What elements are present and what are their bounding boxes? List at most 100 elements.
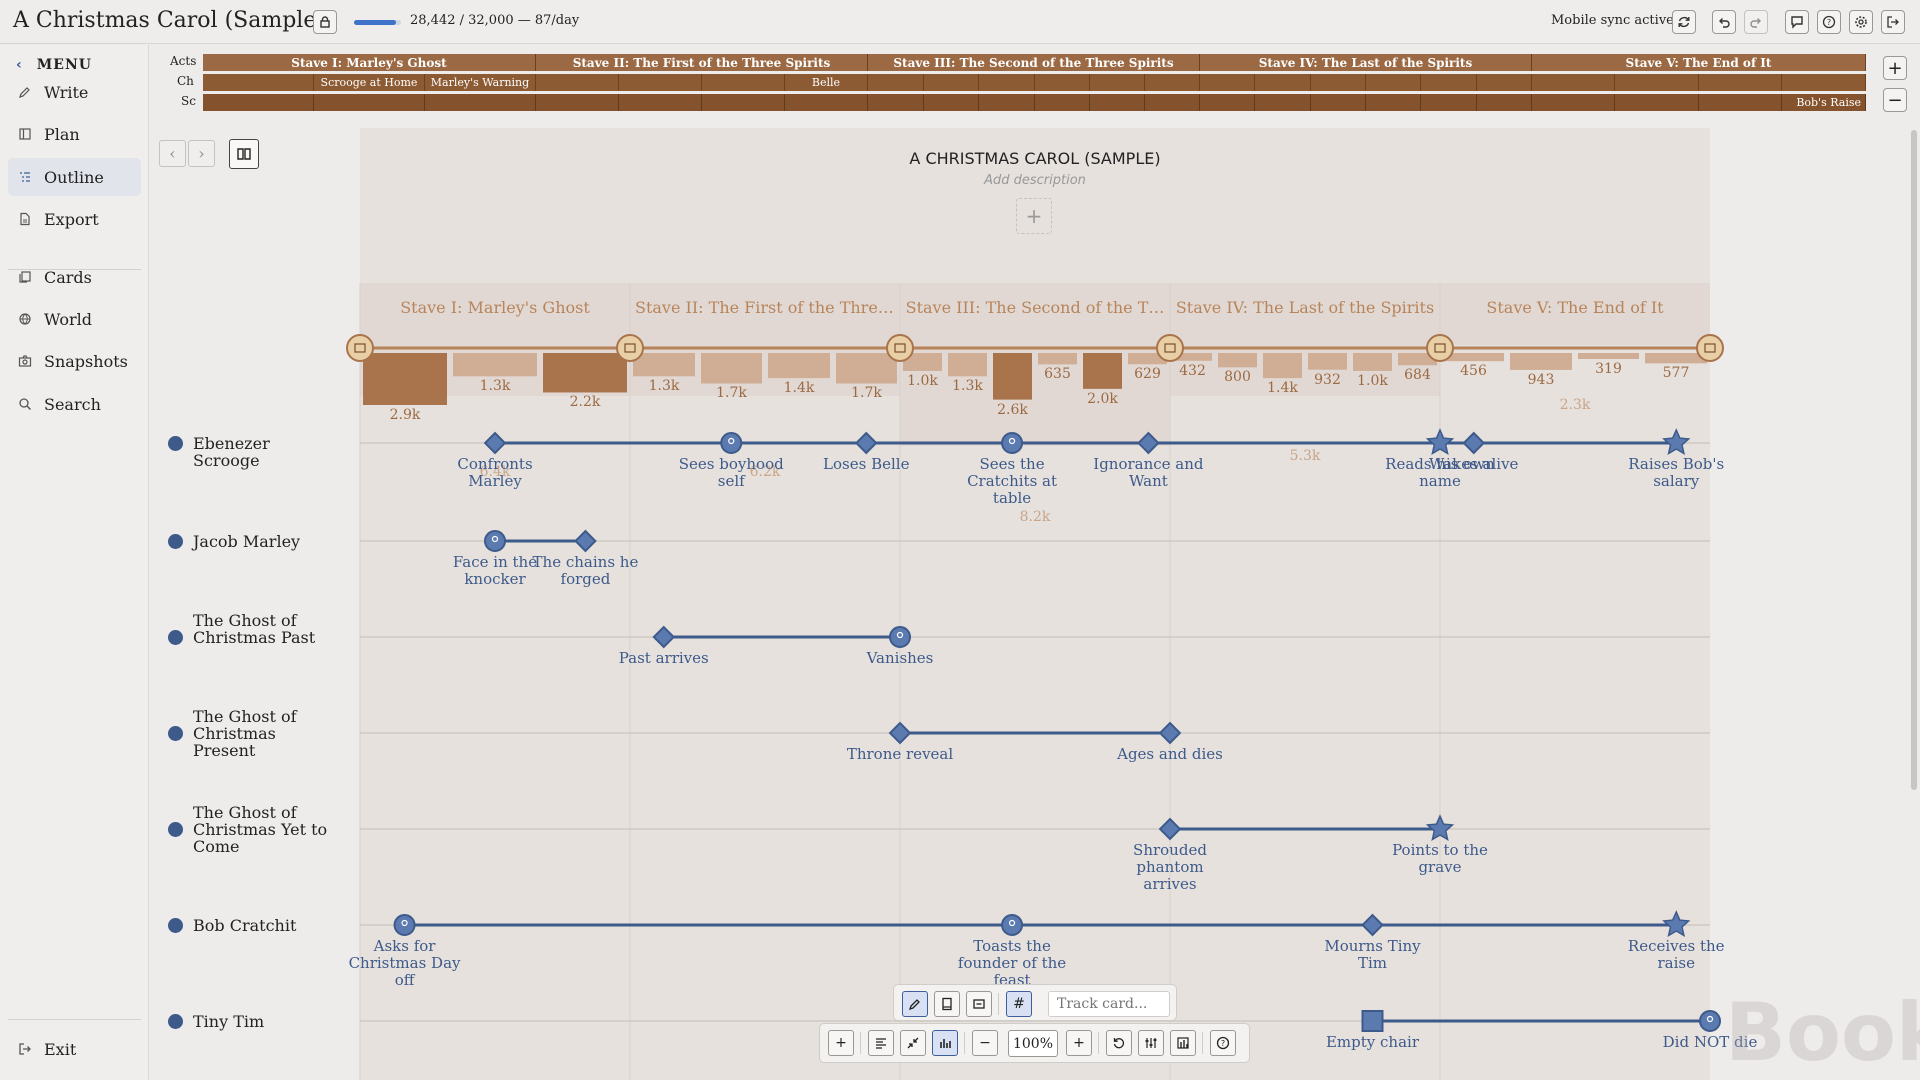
sidebar-item-export[interactable]: Export <box>8 200 141 238</box>
strip-chapter[interactable] <box>1699 74 1782 91</box>
strip-scene[interactable] <box>619 94 702 111</box>
character-name[interactable]: The Ghost of Christmas Present <box>193 706 297 760</box>
strip-scene[interactable] <box>1255 94 1311 111</box>
strip-chapter[interactable] <box>1145 74 1200 91</box>
strip-scene[interactable] <box>425 94 536 111</box>
strip-chapter[interactable] <box>1421 74 1477 91</box>
add-button[interactable]: + <box>828 1030 854 1056</box>
sidebar-item-snapshots[interactable]: Snapshots <box>8 342 141 380</box>
strip-scene[interactable] <box>979 94 1035 111</box>
event-label[interactable]: Points to the grave <box>1392 841 1488 876</box>
edit-track-button[interactable] <box>902 991 928 1017</box>
strip-chapter[interactable] <box>1366 74 1421 91</box>
event-label[interactable]: Mourns Tiny Tim <box>1324 937 1421 972</box>
character-name[interactable]: Bob Cratchit <box>193 915 297 935</box>
event-label[interactable]: Reads his own name <box>1385 455 1495 490</box>
strip-chapter[interactable] <box>1782 74 1866 91</box>
event-label[interactable]: Sees the Cratchits at table <box>967 455 1058 507</box>
strip-chapter[interactable]: Scrooge at Home <box>314 74 425 91</box>
event-label[interactable]: Empty chair <box>1325 1033 1420 1051</box>
sidebar-item-world[interactable]: World <box>8 300 141 338</box>
strip-scene[interactable] <box>868 94 924 111</box>
strip-scene[interactable] <box>1615 94 1699 111</box>
strip-chapter[interactable] <box>979 74 1035 91</box>
sidebar-item-search[interactable]: Search <box>8 385 141 423</box>
event-label[interactable]: The chains he forged <box>532 553 639 588</box>
strip-chapter[interactable] <box>203 74 314 91</box>
act-title[interactable]: Stave I: Marley's Ghost <box>400 298 590 317</box>
character-name[interactable]: The Ghost of Christmas Yet to Come <box>193 802 328 856</box>
layout-button[interactable] <box>1170 1030 1196 1056</box>
help-button[interactable]: ? <box>1817 10 1841 34</box>
sync-button[interactable] <box>1672 10 1696 34</box>
strip-scene[interactable] <box>1421 94 1477 111</box>
event-label[interactable]: Asks for Christmas Day off <box>348 937 461 989</box>
book-view-button[interactable] <box>229 139 259 169</box>
act-title[interactable]: Stave II: The First of the Three… <box>635 298 895 317</box>
strip-zoom-out-button[interactable]: − <box>1883 88 1907 112</box>
sidebar-item-plan[interactable]: Plan <box>8 115 141 153</box>
event-label[interactable]: Ages and dies <box>1117 745 1223 763</box>
act-title[interactable]: Stave III: The Second of the T… <box>905 298 1165 317</box>
event-label[interactable]: Face in the knocker <box>452 553 538 588</box>
strip-chapter[interactable] <box>1200 74 1255 91</box>
strip-act-1[interactable]: Stave I: Marley's Ghost <box>203 54 536 71</box>
tablet-view-button[interactable] <box>934 991 960 1017</box>
word-count-chart-button[interactable] <box>932 1030 958 1056</box>
sidebar-item-cards[interactable]: Cards <box>8 258 141 296</box>
strip-scene[interactable] <box>1145 94 1200 111</box>
strip-chapter[interactable]: Belle <box>785 74 868 91</box>
strip-act-3[interactable]: Stave III: The Second of the Three Spiri… <box>868 54 1200 71</box>
add-section-button[interactable]: + <box>1016 198 1052 234</box>
strip-act-2[interactable]: Stave II: The First of the Three Spirits <box>536 54 868 71</box>
event-label[interactable]: Did NOT die <box>1662 1033 1758 1051</box>
strip-scene[interactable] <box>314 94 425 111</box>
collapse-button[interactable] <box>900 1030 926 1056</box>
redo-button[interactable] <box>1744 10 1768 34</box>
strip-scene[interactable] <box>1477 94 1532 111</box>
strip-chapter[interactable] <box>1090 74 1145 91</box>
event-label[interactable]: Past arrives <box>618 649 709 667</box>
strip-act-5[interactable]: Stave V: The End of It <box>1532 54 1866 71</box>
event-label[interactable]: Loses Belle <box>823 455 910 473</box>
strip-scene[interactable] <box>203 94 314 111</box>
character-name[interactable]: Jacob Marley <box>193 531 301 551</box>
event-label[interactable]: Ignorance and Want <box>1093 455 1204 490</box>
logout-button[interactable] <box>1881 10 1905 34</box>
zoom-level[interactable]: 100% <box>1008 1030 1058 1057</box>
strip-chapter[interactable] <box>1477 74 1532 91</box>
filters-button[interactable] <box>1138 1030 1164 1056</box>
strip-scene[interactable] <box>1090 94 1145 111</box>
event-label[interactable]: Wakes alive <box>1429 455 1519 473</box>
zoom-in-button[interactable]: + <box>1066 1030 1092 1056</box>
strip-chapter[interactable] <box>924 74 979 91</box>
character-name[interactable]: Ebenezer Scrooge <box>193 433 270 470</box>
back-button[interactable]: ‹ <box>159 140 186 167</box>
sidebar-item-write[interactable]: Write <box>8 73 141 111</box>
zoom-out-button[interactable]: − <box>972 1030 998 1056</box>
strip-chapter[interactable] <box>619 74 702 91</box>
track-card-input[interactable] <box>1048 991 1170 1017</box>
strip-scene[interactable] <box>1200 94 1255 111</box>
event-label[interactable]: Confronts Marley <box>457 455 533 490</box>
event-label[interactable]: Receives the raise <box>1627 937 1725 972</box>
event-label[interactable]: Raises Bob's salary <box>1628 455 1725 490</box>
exit-button[interactable]: Exit <box>8 1030 141 1068</box>
strip-scene[interactable] <box>1366 94 1421 111</box>
strip-scene[interactable] <box>1035 94 1090 111</box>
strip-scene[interactable] <box>1699 94 1782 111</box>
card-view-button[interactable] <box>966 991 992 1017</box>
strip-scene[interactable] <box>924 94 979 111</box>
strip-chapter[interactable]: Marley's Warning <box>425 74 536 91</box>
comments-button[interactable] <box>1785 10 1809 34</box>
event-label[interactable]: Throne reveal <box>846 745 954 763</box>
reset-view-button[interactable] <box>1106 1030 1132 1056</box>
event-label[interactable]: Shrouded phantom arrives <box>1133 841 1207 893</box>
strip-zoom-in-button[interactable]: + <box>1883 56 1907 80</box>
forward-button[interactable]: › <box>188 140 215 167</box>
character-name[interactable]: Tiny Tim <box>193 1011 265 1031</box>
event-label[interactable]: Sees boyhood self <box>678 455 784 490</box>
sidebar-item-outline[interactable]: Outline <box>8 158 141 196</box>
strip-chapter[interactable] <box>536 74 619 91</box>
canvas-help-button[interactable]: ? <box>1210 1030 1236 1056</box>
